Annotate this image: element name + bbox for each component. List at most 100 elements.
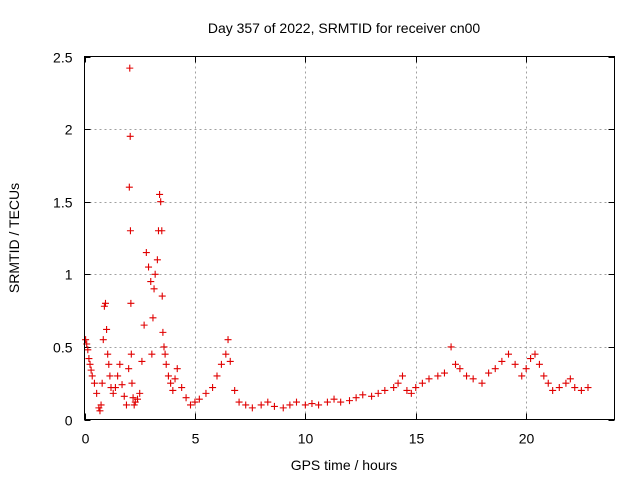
data-point: [142, 249, 150, 257]
data-point: [374, 389, 382, 397]
data-point: [114, 372, 122, 380]
data-point: [485, 369, 493, 377]
data-point: [145, 263, 153, 271]
data-point: [90, 379, 98, 387]
data-point: [352, 394, 360, 402]
data-point: [160, 343, 168, 351]
data-point: [527, 355, 535, 363]
data-point: [308, 400, 316, 408]
data-point: [127, 350, 135, 358]
data-point: [167, 379, 175, 387]
data-point: [469, 375, 477, 383]
data-point: [122, 401, 130, 409]
data-point: [104, 350, 112, 358]
y-tick-label: 0: [65, 413, 73, 429]
data-point: [169, 386, 177, 394]
data-point: [129, 394, 137, 402]
data-point: [150, 285, 158, 293]
data-point: [148, 350, 156, 358]
data-point: [158, 292, 166, 300]
data-point: [161, 350, 169, 358]
data-point: [106, 372, 114, 380]
data-point: [209, 384, 217, 392]
data-point: [337, 398, 345, 406]
data-point: [403, 386, 411, 394]
data-point: [88, 372, 96, 380]
data-point: [518, 372, 526, 380]
data-point: [418, 379, 426, 387]
data-point: [158, 227, 166, 235]
x-tick-label: 10: [298, 431, 314, 447]
x-tick-label: 20: [519, 431, 535, 447]
data-points: [82, 64, 592, 415]
data-point: [478, 379, 486, 387]
data-point: [101, 299, 109, 307]
data-point: [549, 386, 557, 394]
data-point: [126, 132, 134, 140]
data-point: [128, 379, 136, 387]
data-point: [531, 350, 539, 358]
data-point: [125, 365, 133, 373]
data-point: [562, 379, 570, 387]
data-point: [286, 401, 294, 409]
data-point: [105, 360, 113, 368]
data-point: [330, 395, 338, 403]
data-point: [116, 360, 124, 368]
data-point: [125, 183, 133, 191]
data-point: [407, 389, 415, 397]
x-tick-label: 15: [409, 431, 425, 447]
y-axis-label: SRMTID / TECUs: [6, 183, 22, 293]
data-point: [359, 391, 367, 399]
data-point: [162, 360, 170, 368]
data-point: [136, 389, 144, 397]
data-point: [126, 227, 134, 235]
data-point: [566, 375, 574, 383]
data-point: [399, 372, 406, 380]
data-point: [505, 350, 512, 358]
axis-ticks: [84, 56, 615, 421]
data-point: [159, 328, 167, 336]
data-point: [103, 325, 111, 333]
data-point: [522, 365, 530, 373]
y-tick-label: 2: [65, 122, 73, 138]
x-axis-label: GPS time / hours: [291, 457, 398, 473]
data-point: [93, 389, 101, 397]
data-point: [178, 384, 186, 392]
y-tick-label: 1.5: [53, 195, 73, 211]
data-point: [498, 357, 506, 365]
data-point: [301, 401, 309, 409]
data-point: [555, 384, 563, 392]
plot-frame: [84, 56, 615, 420]
data-point: [138, 357, 146, 365]
grid: [84, 56, 615, 420]
data-point: [147, 278, 155, 286]
data-point: [118, 381, 126, 389]
data-point: [140, 321, 148, 329]
data-point: [134, 395, 141, 403]
data-point: [511, 360, 519, 368]
data-point: [84, 346, 92, 354]
data-point: [452, 360, 459, 368]
y-tick-label: 0.5: [53, 340, 73, 356]
data-point: [577, 386, 585, 394]
data-point: [98, 379, 106, 387]
data-point: [100, 302, 108, 310]
data-point: [346, 397, 353, 405]
data-point: [97, 401, 105, 409]
data-point: [222, 350, 230, 358]
data-point: [293, 398, 300, 406]
data-point: [270, 402, 278, 410]
x-tick-label: 0: [82, 431, 90, 447]
data-point: [182, 394, 190, 402]
data-point: [153, 256, 161, 264]
data-point: [571, 384, 579, 392]
data-point: [535, 360, 543, 368]
data-point: [463, 372, 471, 380]
data-point: [323, 398, 331, 406]
data-point: [164, 372, 172, 380]
data-point: [82, 336, 90, 344]
data-point: [202, 389, 210, 397]
data-point: [279, 404, 287, 412]
data-point: [224, 336, 232, 344]
data-point: [127, 299, 135, 307]
